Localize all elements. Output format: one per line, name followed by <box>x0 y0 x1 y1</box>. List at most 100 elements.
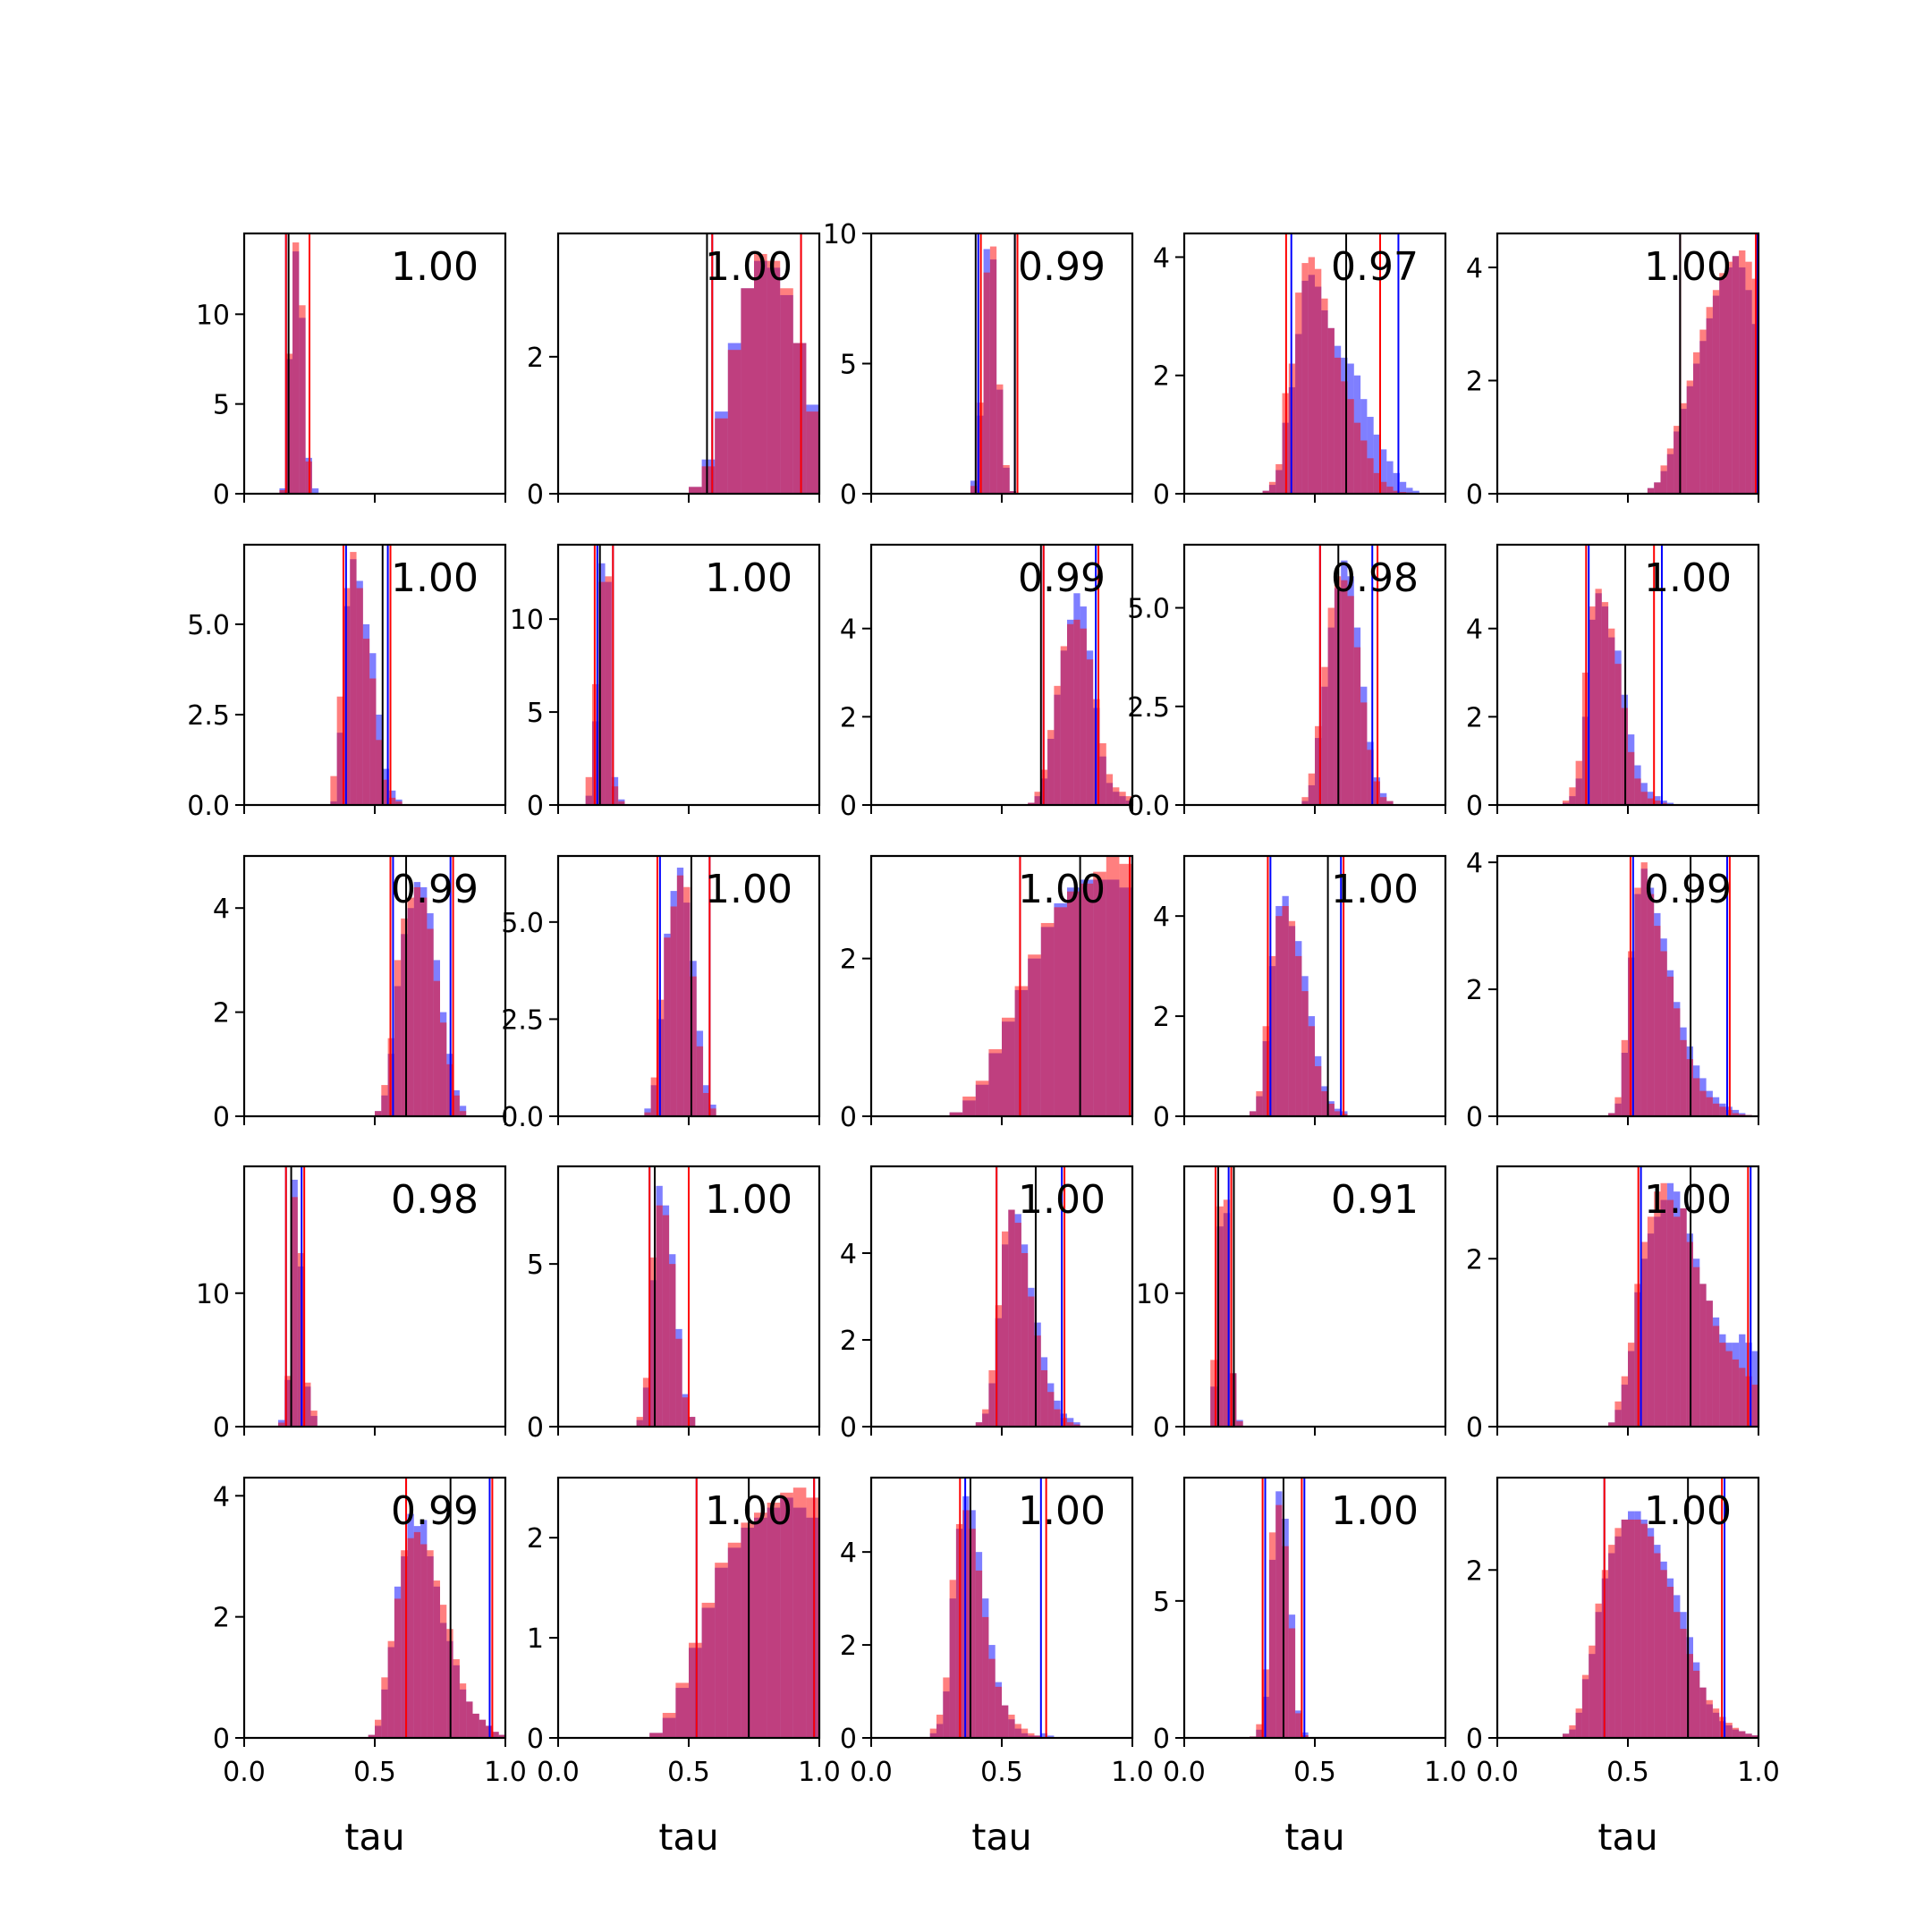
correlation-label: 1.00 <box>705 1488 792 1534</box>
histogram-bar-red <box>453 1659 460 1738</box>
histogram-bar-red <box>982 1616 989 1738</box>
plot-area <box>636 1166 696 1427</box>
histogram-bar-red <box>389 797 396 805</box>
histogram-bar-red <box>1067 1422 1074 1427</box>
plot-area <box>330 545 402 805</box>
histogram-bar-red <box>675 1338 682 1427</box>
histogram-bar-red <box>1021 1253 1029 1427</box>
histogram-bar-red <box>1575 1708 1582 1738</box>
histogram-bar-red <box>1002 1017 1015 1116</box>
histogram-bar-red <box>1321 1091 1328 1116</box>
y-tick-label: 2.5 <box>187 700 230 732</box>
y-tick-label: 2 <box>527 1523 544 1555</box>
histogram-bar-red <box>1341 381 1348 494</box>
histogram-bar-red <box>498 1734 505 1738</box>
histogram-bar-red <box>1745 1733 1752 1738</box>
subplot-1-1: 0 5 10 1.00 <box>196 232 507 511</box>
histogram-bar-red <box>1067 623 1074 805</box>
subplot-1-2: 021.00 <box>527 232 821 511</box>
subplot-3-1: 0 2 4 0.99 <box>213 854 507 1133</box>
subplot-1-5: 0 2 4 1.00 <box>1466 232 1760 511</box>
histogram-bar-red <box>420 1544 428 1738</box>
x-tick-label: 0.5 <box>1293 1757 1336 1788</box>
histogram-bar-red <box>618 801 625 805</box>
histogram-bar-red <box>1275 916 1283 1116</box>
y-tick-label: 0 <box>1466 1724 1483 1755</box>
correlation-label: 1.00 <box>1018 867 1106 912</box>
y-tick-label: 2.5 <box>1127 692 1170 724</box>
histogram-bar-red <box>1268 955 1276 1116</box>
plot-area <box>689 233 819 494</box>
plot-area <box>368 1478 505 1738</box>
histogram-bar-red <box>754 253 767 494</box>
histogram-bar-red <box>1334 1111 1342 1116</box>
subplot-4-2: 051.00 <box>527 1165 821 1444</box>
x-tick-label: 0.5 <box>980 1757 1023 1788</box>
y-tick-label: 0.0 <box>187 791 230 822</box>
histogram-bar-red <box>598 581 606 805</box>
histogram-bar-red <box>1327 607 1335 805</box>
histogram-bar-red <box>1647 1216 1655 1427</box>
histogram-bar-red <box>1608 628 1615 805</box>
plot-area <box>585 545 625 805</box>
histogram-bar-red <box>1575 760 1582 805</box>
y-tick-label: 0 <box>840 479 857 511</box>
histogram-bar-red <box>1308 773 1315 805</box>
histogram-bar-red <box>1268 481 1276 494</box>
subplot-3-5: 0 2 4 0.99 <box>1466 848 1760 1133</box>
histogram-bar-red <box>1739 250 1746 494</box>
histogram-bar-red <box>585 776 592 805</box>
histogram-bar-red <box>1275 1504 1283 1738</box>
subplot-2-5: 0 2 4 1.00 <box>1466 543 1760 822</box>
y-tick-label: 4 <box>1153 242 1170 274</box>
histogram-bar-red <box>767 260 781 494</box>
histogram-bar-red <box>1393 490 1400 494</box>
histogram-bar-red <box>1002 1705 1009 1738</box>
histogram-bar-red <box>394 960 402 1116</box>
histogram-bar-red <box>1686 380 1693 494</box>
y-tick-label: 2 <box>1153 361 1170 393</box>
correlation-label: 0.98 <box>391 1177 479 1223</box>
histogram-bar-red <box>1614 664 1622 805</box>
x-tick-label: 1.0 <box>484 1757 527 1788</box>
histogram-bar-red <box>401 1550 408 1738</box>
correlation-label: 1.00 <box>705 244 792 290</box>
histogram-bar-red <box>1706 307 1713 494</box>
histogram-bar-red <box>1034 1735 1041 1738</box>
subplot-5-2: 0 1 2 0.0 0.5 1.0 tau 1.00 <box>527 1476 841 1859</box>
histogram-bar-red <box>656 1205 663 1427</box>
histogram-bar-red <box>1014 1724 1021 1738</box>
histogram-bar-red <box>754 1513 767 1738</box>
histogram-bar-red <box>1569 1724 1576 1738</box>
histogram-bar-red <box>1595 1603 1602 1738</box>
subplot-4-3: 0 2 4 1.00 <box>840 1165 1134 1444</box>
x-axis-label: tau <box>344 1816 404 1859</box>
x-tick-label: 0.0 <box>1476 1757 1519 1788</box>
histogram-bar-red <box>696 1046 704 1116</box>
histogram-bar-red <box>1732 1727 1740 1738</box>
histogram-bar-red <box>1301 797 1309 805</box>
histogram-bar-red <box>715 1563 728 1738</box>
histogram-bar-red <box>1210 1360 1217 1427</box>
histogram-bar-red <box>1301 263 1309 494</box>
histogram-bar-red <box>792 343 807 494</box>
histogram-bar-red <box>382 779 390 805</box>
histogram-bar-red <box>1353 422 1361 494</box>
histogram-bar-red <box>1647 487 1655 494</box>
histogram-bar-red <box>1054 907 1067 1116</box>
histogram-bar-red <box>277 1422 285 1427</box>
histogram-bar-red <box>1621 1039 1628 1116</box>
histogram-bar-blue <box>1373 434 1380 494</box>
histogram-bar-red <box>975 1570 983 1738</box>
plot-area <box>1647 233 1758 494</box>
histogram-bar-red <box>970 486 978 494</box>
y-tick-label: 4 <box>840 1538 857 1569</box>
histogram-bar-red <box>1341 580 1348 805</box>
histogram-bar-red <box>650 1077 657 1116</box>
histogram-bar-red <box>1660 951 1667 1116</box>
histogram-bar-red <box>642 1377 650 1427</box>
y-tick-label: 5 <box>1153 1587 1170 1618</box>
histogram-bar-red <box>1640 862 1648 1116</box>
histogram-bar-red <box>1262 1026 1269 1116</box>
histogram-bar-red <box>1621 1519 1628 1738</box>
